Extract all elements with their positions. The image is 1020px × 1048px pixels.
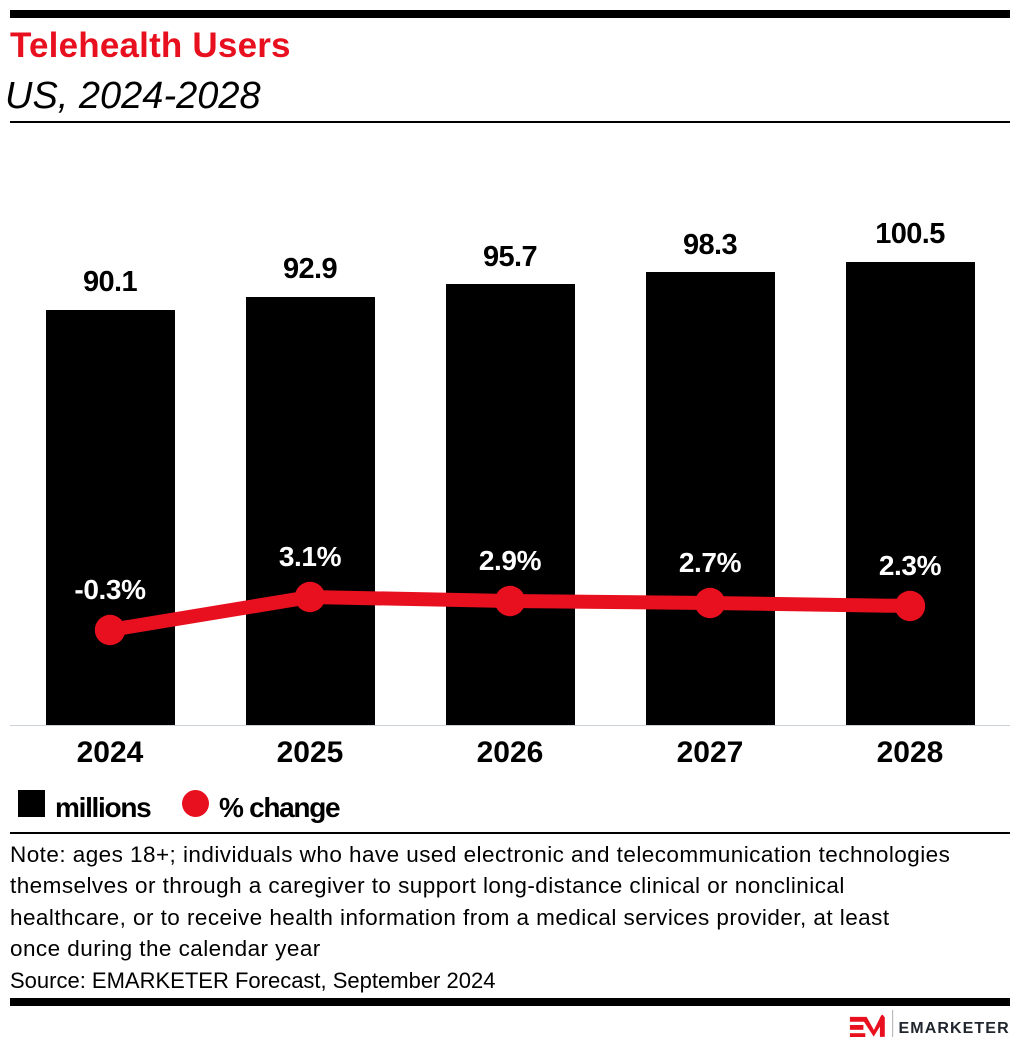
svg-text:EMARKETER: EMARKETER: [899, 1020, 1010, 1037]
